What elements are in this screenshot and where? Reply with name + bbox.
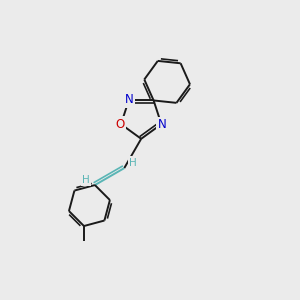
Text: N: N (125, 93, 134, 106)
Text: O: O (115, 118, 124, 131)
Text: H: H (129, 158, 137, 168)
Text: H: H (82, 175, 90, 185)
Text: N: N (158, 118, 166, 131)
